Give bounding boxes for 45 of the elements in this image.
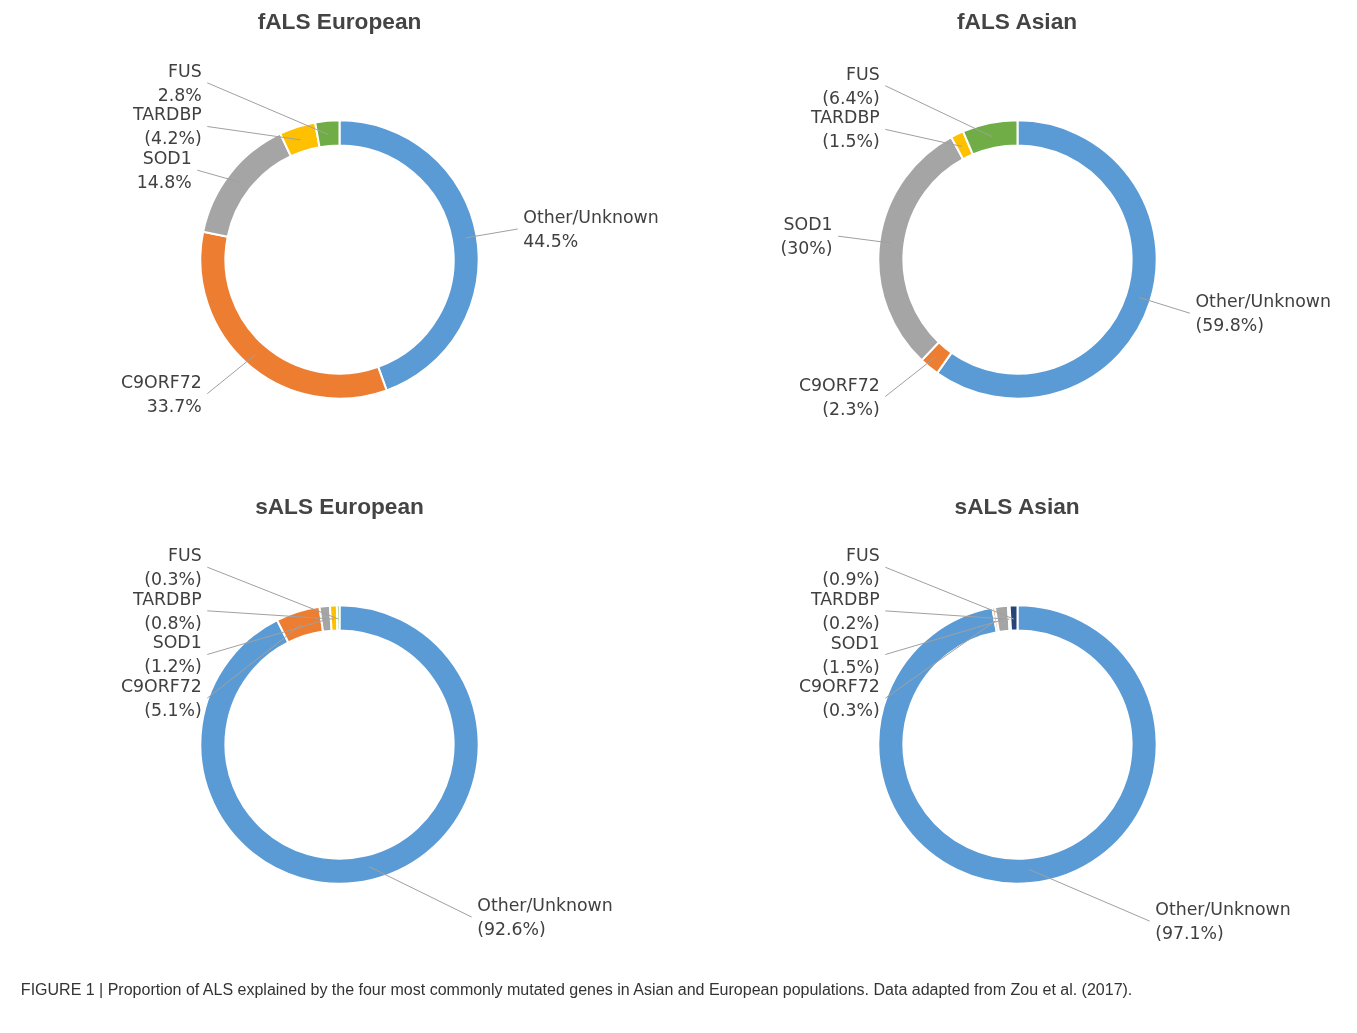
caption: FIGURE 1 | Proportion of ALS explained by the four most commonly mutated genes in Asian and European populations. Data adapted from Zou et al. (2017). [20, 981, 1133, 998]
slice-label: FUS [846, 63, 880, 84]
slice-label: C9ORF72 [120, 676, 202, 697]
chart-title: sALS European [255, 492, 424, 519]
slice-label: TARDBP [131, 588, 202, 609]
data-label: (1.5%) [822, 656, 880, 677]
data-label: (1.5%) [822, 131, 880, 152]
slice-label: Other/Unknown [477, 895, 613, 916]
data-label: 33.7% [146, 395, 202, 416]
data-label: (1.2%) [144, 656, 202, 677]
data-label: (30%) [780, 238, 833, 259]
slice-label: Other/Unknown [1195, 291, 1331, 312]
slice-label: FUS [168, 60, 202, 81]
data-label: (5.1%) [144, 700, 202, 721]
slice-label: TARDBP [809, 107, 880, 128]
slice-label: SOD1 [142, 148, 192, 169]
slice-label: SOD1 [830, 632, 880, 653]
slice-label: Other/Unknown [523, 207, 659, 228]
slice-label: C9ORF72 [798, 374, 880, 395]
slice-label: FUS [846, 545, 880, 566]
data-label: (6.4%) [822, 87, 880, 108]
chart-title: fALS European [257, 7, 422, 34]
data-label: 44.5% [523, 231, 579, 252]
data-label: 2.8% [157, 84, 202, 105]
slice-label: C9ORF72 [798, 676, 880, 697]
slice-label: Other/Unknown [1155, 899, 1291, 920]
slice-label: FUS [168, 545, 202, 566]
data-label: (97.1%) [1155, 923, 1224, 944]
slice-label: SOD1 [152, 632, 202, 653]
data-label: 14.8% [136, 172, 192, 193]
slice-label: TARDBP [809, 588, 880, 609]
data-label: (0.9%) [822, 569, 880, 590]
data-label: (59.8%) [1195, 315, 1265, 336]
data-label: (0.3%) [144, 569, 202, 590]
slice-label: TARDBP [131, 104, 202, 125]
data-label: (4.2%) [144, 128, 202, 149]
data-label: (2.3%) [822, 398, 880, 419]
data-label: (0.8%) [144, 612, 202, 633]
chart-title: fALS Asian [957, 7, 1078, 34]
slice-label: C9ORF72 [120, 371, 202, 392]
data-label: (0.3%) [822, 700, 880, 721]
slice-label: SOD1 [783, 214, 833, 235]
chart-title: sALS Asian [954, 492, 1080, 519]
data-label: (92.6%) [477, 919, 546, 940]
data-label: (0.2%) [822, 612, 880, 633]
